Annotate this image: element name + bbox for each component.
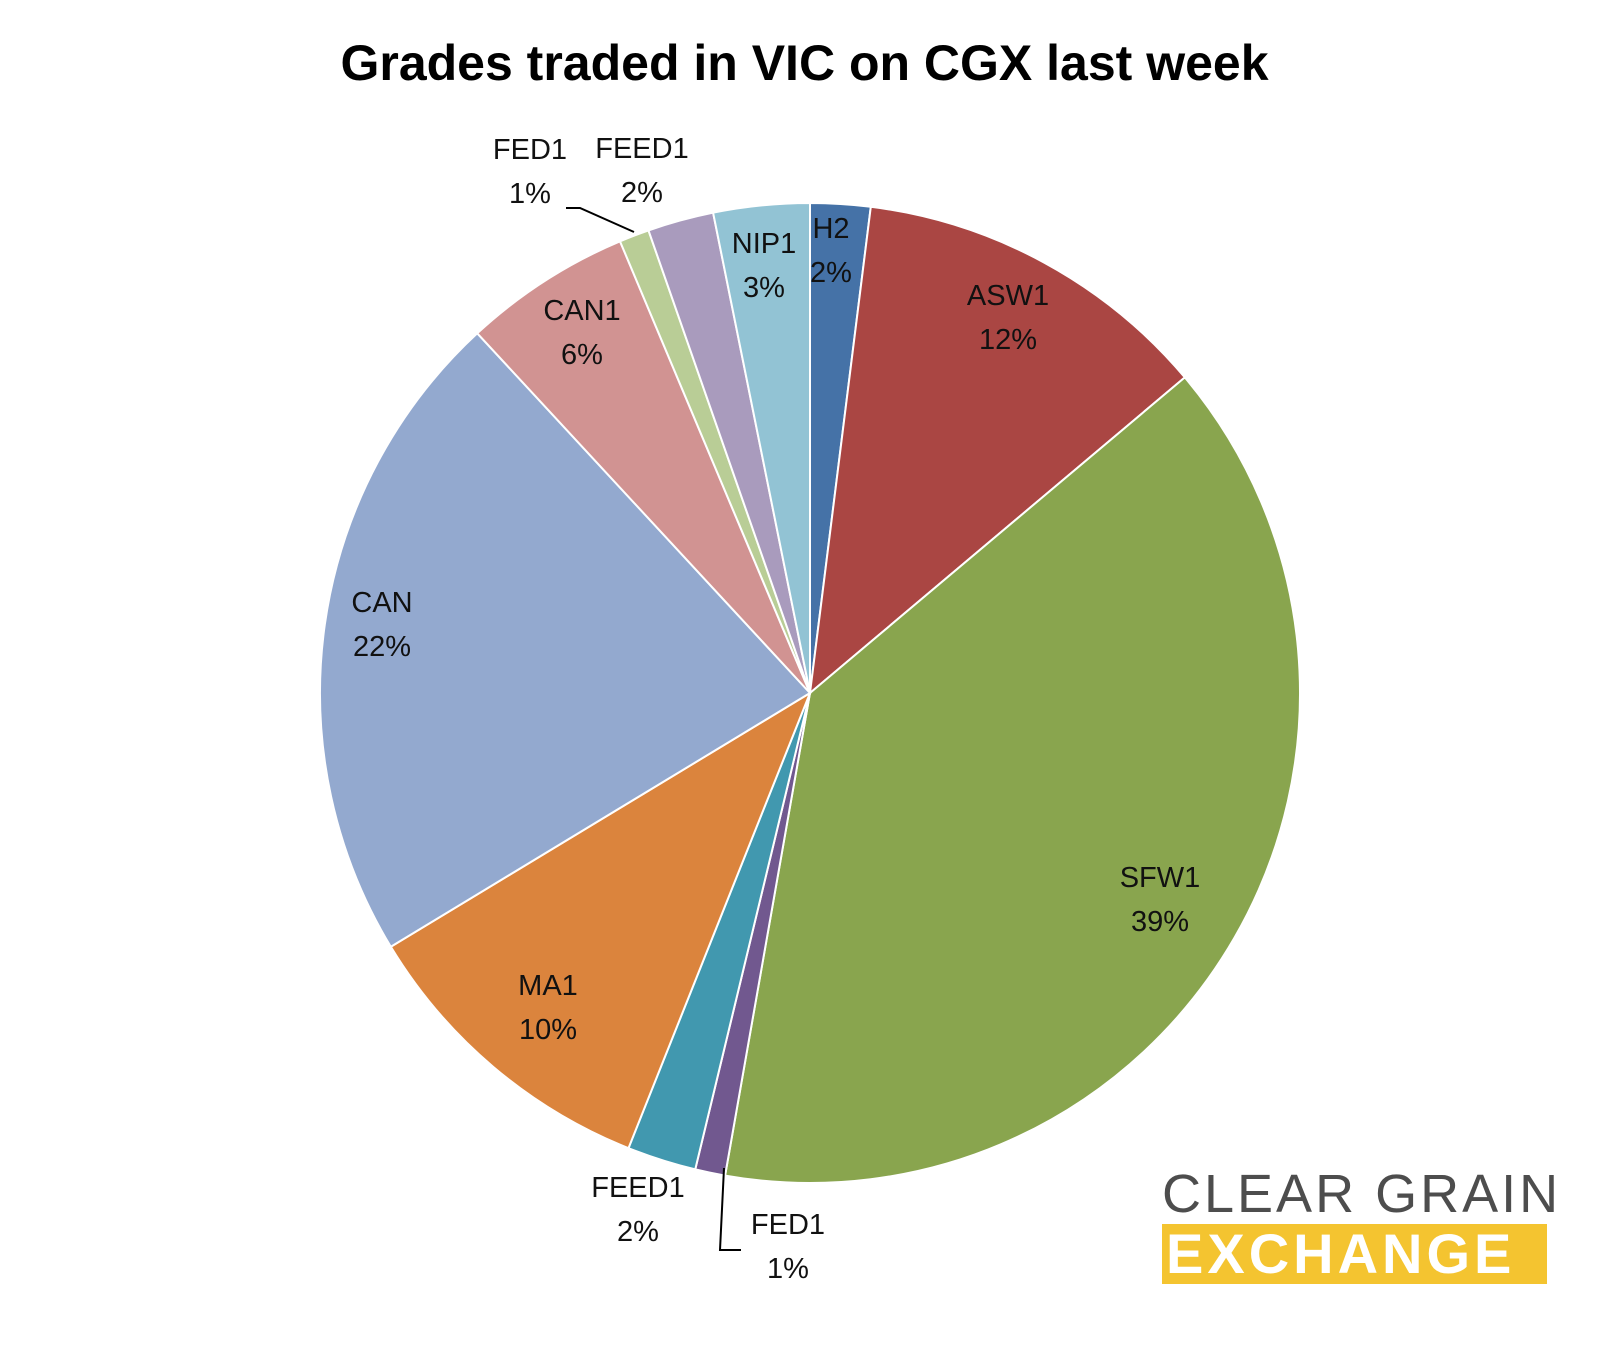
slice-label-0: H2 2% [810,213,852,289]
slice-label-9: FEED1 2% [595,133,688,209]
slice-label-3: FED1 1% [751,1209,825,1285]
slice-label-2: SFW1 39% [1120,862,1201,938]
slice-label-10: NIP1 3% [732,228,796,304]
slice-label-4: FEED1 2% [591,1172,684,1248]
slice-label-6: CAN 22% [351,587,412,663]
logo-line-1: CLEAR GRAIN [1162,1164,1562,1224]
slice-label-1: ASW1 12% [967,280,1049,356]
chart-title: Grades traded in VIC on CGX last week [340,35,1269,91]
logo-line-2: EXCHANGE [1162,1224,1547,1284]
pie-slice-asw1-1 [808,205,1187,696]
slice-label-7: CAN1 6% [543,295,620,371]
clear-grain-exchange-logo: CLEAR GRAIN EXCHANGE [1162,1164,1562,1284]
pie-slice-sfw1-2 [723,375,1301,1184]
slice-label-5: MA1 10% [518,970,578,1046]
pie-slice-nip1-10 [711,201,811,694]
pie-slice-can-6 [319,331,812,949]
pie-slice-can1-7 [475,240,811,694]
pie-slice-ma1-5 [389,690,813,1150]
slice-label-8: FED1 1% [493,134,567,210]
leader-line-3 [718,1167,741,1251]
leader-line-8 [566,207,635,233]
